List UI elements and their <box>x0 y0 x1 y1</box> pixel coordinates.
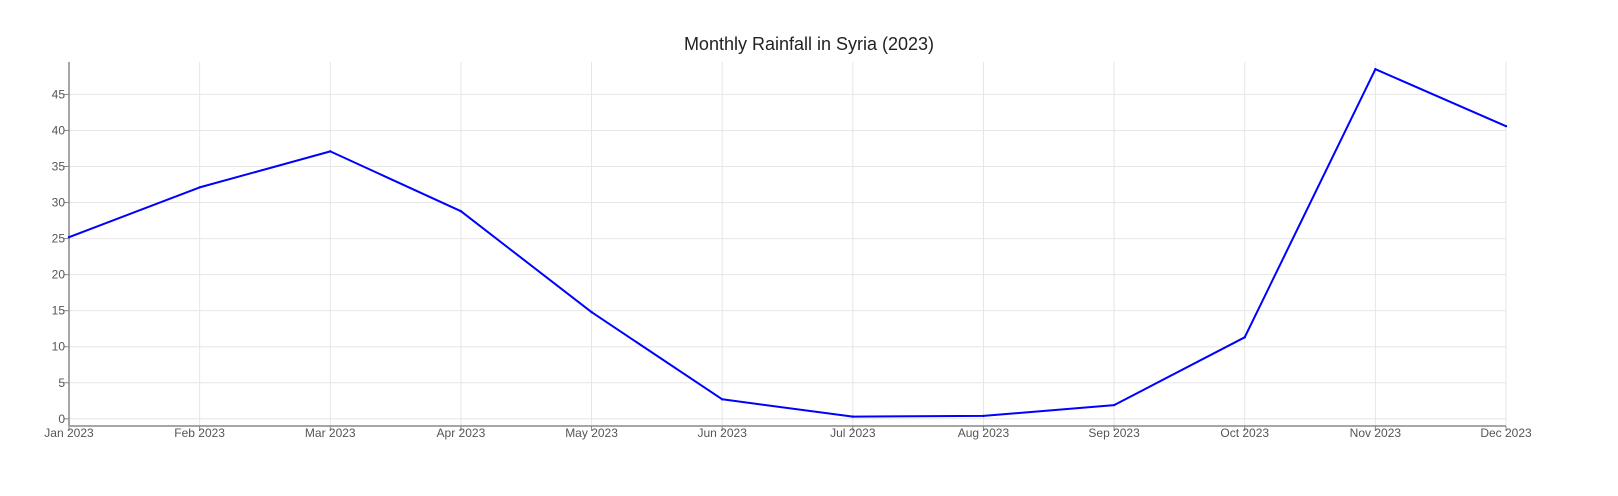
data-point <box>198 186 201 189</box>
x-tick-label: Nov 2023 <box>1350 426 1402 440</box>
y-tick-label: 35 <box>52 160 66 174</box>
data-point <box>851 415 855 418</box>
data-point <box>329 150 332 153</box>
x-tick-label: Mar 2023 <box>305 426 356 440</box>
data-point <box>982 414 985 418</box>
series-line <box>68 68 1507 418</box>
data-point <box>459 210 463 213</box>
data-point <box>1504 124 1508 128</box>
x-tick-label: May 2023 <box>565 426 618 440</box>
y-tick-label: 25 <box>52 232 66 246</box>
x-tick-label: Jun 2023 <box>697 426 747 440</box>
x-tick-label: Apr 2023 <box>437 426 486 440</box>
x-tick-label: Jan 2023 <box>44 426 94 440</box>
data-point <box>1243 336 1246 339</box>
data-point <box>67 235 71 239</box>
chart-title: Monthly Rainfall in Syria (2023) <box>684 34 934 54</box>
data-point <box>590 310 593 314</box>
x-tick-label: Jul 2023 <box>830 426 876 440</box>
data-point <box>1374 68 1377 71</box>
y-tick-label: 5 <box>58 376 65 390</box>
y-tick-label: 40 <box>52 123 66 137</box>
y-tick-label: 10 <box>52 340 66 354</box>
y-tick-label: 0 <box>58 412 65 426</box>
series-layer <box>67 68 1508 418</box>
y-tick-label: 20 <box>52 268 66 282</box>
y-tick-label: 45 <box>52 87 66 101</box>
x-tick-label: Dec 2023 <box>1480 426 1532 440</box>
x-tick-label: Aug 2023 <box>958 426 1010 440</box>
data-point <box>720 398 724 401</box>
x-tick-label: Sep 2023 <box>1088 426 1140 440</box>
tick-labels: 0 5 10 15 20 25 30 35 40 45 Jan 2023 Feb 2023 Mar 20… <box>44 87 1532 440</box>
y-tick-label: 30 <box>52 196 66 210</box>
data-point <box>1112 403 1116 407</box>
x-tick-label: Feb 2023 <box>174 426 225 440</box>
axes <box>64 62 1507 431</box>
grid-lines <box>68 62 1507 426</box>
x-tick-label: Oct 2023 <box>1220 426 1269 440</box>
y-tick-label: 15 <box>52 304 66 318</box>
